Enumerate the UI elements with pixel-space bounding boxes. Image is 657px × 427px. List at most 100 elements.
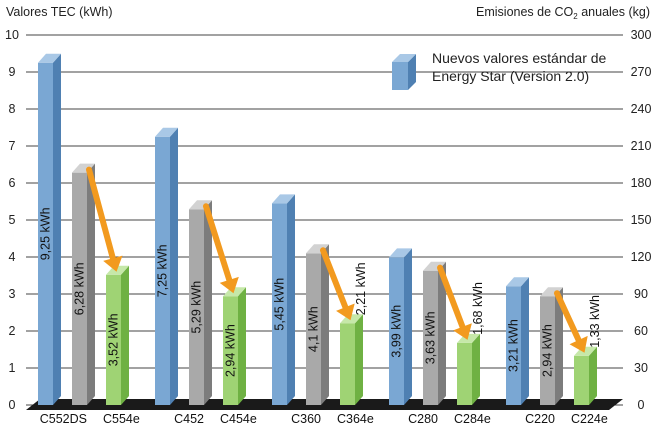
left-tick-label: 2 [9, 324, 16, 338]
left-axis-ticks: 0 1 2 3 4 5 6 7 8 9 10 [5, 28, 19, 412]
bar [389, 248, 412, 405]
arrow-head [569, 335, 588, 353]
legend-swatch [392, 54, 416, 90]
bar-top [189, 200, 212, 210]
reduction-arrow [203, 203, 239, 294]
bar [506, 277, 529, 405]
bar-front [189, 209, 204, 405]
bar-side [321, 244, 329, 405]
category-label: C360 [291, 412, 321, 426]
bar [340, 314, 363, 405]
left-axis-title: Valores TEC (kWh) [6, 5, 113, 19]
value-label: 5,29 kWh [190, 281, 204, 334]
bar-top [272, 194, 295, 204]
bar-side [238, 287, 246, 405]
right-tick-label: 0 [638, 398, 645, 412]
bar-front [574, 355, 589, 405]
left-tick-label: 0 [9, 398, 16, 412]
right-tick-label: 30 [634, 361, 648, 375]
value-label: 2,94 kWh [224, 324, 238, 377]
value-label: 3,21 kWh [507, 319, 521, 372]
reduction-arrow [554, 290, 588, 353]
value-label: 9,25 kWh [39, 207, 53, 260]
bar [106, 265, 129, 405]
bar-side [170, 127, 178, 405]
reduction-arrow [86, 166, 123, 272]
left-tick-label: 4 [9, 250, 16, 264]
right-tick-label: 60 [634, 324, 648, 338]
bar-front [155, 136, 170, 405]
left-tick-label: 1 [9, 361, 16, 375]
bar-top [423, 261, 446, 271]
bars [38, 53, 597, 405]
right-tick-label: 120 [631, 250, 652, 264]
bar-front [389, 257, 404, 405]
bar-side [404, 248, 412, 405]
legend: Nuevos valores estándar de Energy Star (… [392, 50, 607, 90]
bar-side [472, 333, 480, 405]
bar-top [72, 163, 95, 173]
bar [72, 163, 95, 405]
bar-side [438, 261, 446, 405]
arrow-head [219, 276, 239, 294]
right-axis-title-main: Emisiones de CO [476, 5, 574, 19]
category-label: C224e [571, 412, 608, 426]
arrow-head [453, 323, 472, 340]
bar-side [555, 287, 563, 405]
bar-top [38, 53, 61, 63]
bar-front [457, 342, 472, 405]
right-axis-title-tail: anuales (kg) [578, 5, 650, 19]
bar-top [340, 314, 363, 324]
category-labels: C552DS C554e C452 C454e C360 C364e C280 C284e C2… [40, 412, 608, 426]
bar-top [574, 346, 597, 356]
bar-front [272, 203, 287, 405]
left-tick-label: 10 [5, 28, 19, 42]
value-label: 3,63 kWh [424, 311, 438, 364]
legend-line-1: Nuevos valores estándar de [432, 50, 607, 66]
left-tick-label: 9 [9, 65, 16, 79]
left-tick-label: 7 [9, 139, 16, 153]
bar-front [223, 296, 238, 405]
right-tick-label: 240 [631, 102, 652, 116]
value-label: 6,28 kWh [73, 262, 87, 315]
bar-top [155, 127, 178, 137]
bar-top [389, 248, 412, 258]
category-label: C364e [337, 412, 374, 426]
bar-top [223, 287, 246, 297]
arrow-head [103, 255, 123, 272]
category-label: C554e [103, 412, 140, 426]
value-label: 1,33 kWh [588, 295, 602, 348]
reduction-arrow [320, 247, 355, 321]
category-label: C552DS [40, 412, 87, 426]
bar-front [423, 270, 438, 405]
arrow-shaft [86, 166, 116, 262]
category-label: C220 [525, 412, 555, 426]
bar-top [306, 244, 329, 254]
bar [540, 287, 563, 405]
arrow-shaft [554, 290, 582, 344]
value-label: 2,21 kWh [354, 262, 368, 315]
bar-side [287, 194, 295, 405]
bar-side [204, 200, 212, 405]
bar-front [540, 296, 555, 405]
category-label: C452 [174, 412, 204, 426]
bar-side [355, 314, 363, 405]
legend-swatch-side [408, 54, 416, 90]
bar-side [589, 346, 597, 405]
bar [423, 261, 446, 405]
right-tick-label: 210 [631, 139, 652, 153]
arrow-shaft [320, 247, 349, 311]
right-axis-title: Emisiones de CO2 anuales (kg) [476, 5, 650, 21]
bar-top [106, 265, 129, 275]
bar [574, 346, 597, 405]
value-label: 2,94 kWh [541, 324, 555, 377]
right-tick-label: 270 [631, 65, 652, 79]
bar-side [521, 277, 529, 405]
bar [457, 333, 480, 405]
right-axis-title-sub: 2 [573, 12, 578, 21]
category-label: C454e [220, 412, 257, 426]
left-tick-label: 5 [9, 213, 16, 227]
value-labels: 9,25 kWh 6,28 kWh 3,52 kWh 7,25 kWh 5,29 kWh… [39, 207, 603, 377]
arrow-shaft [203, 203, 233, 283]
